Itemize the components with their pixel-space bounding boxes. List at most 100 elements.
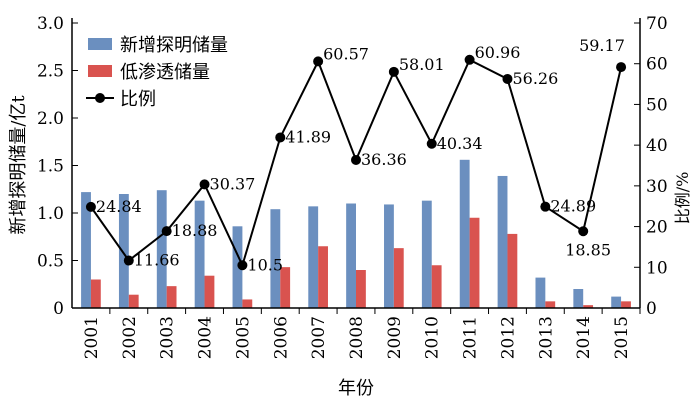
y2-tick-label: 0 xyxy=(646,299,657,319)
bar-low-permeability xyxy=(356,270,366,308)
ratio-data-label: 24.84 xyxy=(96,197,142,216)
ratio-point xyxy=(85,201,96,212)
legend-swatch xyxy=(88,65,112,77)
y-tick-label: 1.0 xyxy=(37,204,64,224)
x-tick-label: 2013 xyxy=(536,316,556,359)
bar-new-reserves xyxy=(573,289,584,308)
bar-low-permeability xyxy=(204,275,215,308)
bar-new-reserves xyxy=(611,296,622,308)
bar-low-permeability xyxy=(128,294,139,308)
x-axis-title: 年份 xyxy=(338,378,374,399)
x-tick-label: 2015 xyxy=(612,316,632,359)
ratio-point xyxy=(616,62,627,73)
ratio-data-label: 60.57 xyxy=(323,44,369,63)
y2-tick-label: 40 xyxy=(646,136,668,156)
x-tick-label: 2005 xyxy=(233,316,253,359)
legend-label: 低渗透储量 xyxy=(120,62,210,83)
ratio-point xyxy=(426,138,437,149)
ratio-data-label: 41.89 xyxy=(285,127,331,146)
legend-swatch xyxy=(88,38,112,50)
ratio-point xyxy=(502,73,513,84)
ratio-point xyxy=(313,56,324,67)
bar-low-permeability xyxy=(393,248,404,308)
y2-tick-label: 60 xyxy=(646,55,668,75)
legend-label: 比例 xyxy=(120,89,156,110)
bar-low-permeability xyxy=(90,279,101,308)
y-tick-label: 1.5 xyxy=(37,157,64,177)
ratio-point xyxy=(464,54,475,65)
x-tick-label: 2006 xyxy=(271,316,291,359)
ratio-data-label: 40.34 xyxy=(437,134,483,153)
ratio-point xyxy=(540,201,551,212)
ratio-data-label: 18.88 xyxy=(172,221,218,240)
ratio-point xyxy=(275,132,286,143)
bar-low-permeability xyxy=(166,286,177,308)
y-tick-label: 2.0 xyxy=(37,109,64,129)
bar-low-permeability xyxy=(545,301,556,308)
ratio-data-label: 18.85 xyxy=(565,240,611,259)
y-tick-label: 3.0 xyxy=(37,14,64,34)
ratio-data-label: 11.66 xyxy=(134,251,180,270)
y2-tick-label: 10 xyxy=(646,258,668,278)
bar-new-reserves xyxy=(270,209,281,308)
y2-tick-label: 50 xyxy=(646,95,668,115)
bar-new-reserves xyxy=(346,203,356,308)
x-tick-label: 2004 xyxy=(196,316,216,359)
x-tick-label: 2011 xyxy=(461,316,481,359)
bar-new-reserves xyxy=(384,204,394,308)
bar-low-permeability xyxy=(242,299,253,308)
bar-low-permeability xyxy=(469,217,480,308)
x-tick-label: 2012 xyxy=(498,316,518,359)
ratio-data-label: 60.96 xyxy=(475,43,521,62)
bar-low-permeability xyxy=(431,265,442,308)
bar-low-permeability xyxy=(583,305,594,308)
y-tick-label: 0 xyxy=(53,299,64,319)
y2-tick-label: 30 xyxy=(646,177,668,197)
x-tick-label: 2003 xyxy=(158,316,178,359)
bar-new-reserves xyxy=(459,159,470,308)
ratio-point xyxy=(351,154,361,165)
ratio-point xyxy=(161,226,172,237)
ratio-point xyxy=(578,226,589,237)
y2-tick-label: 70 xyxy=(646,14,668,34)
bar-new-reserves xyxy=(308,206,319,308)
x-tick-label: 2014 xyxy=(574,316,594,359)
ratio-point xyxy=(388,66,399,77)
ratio-point xyxy=(237,260,248,271)
x-tick-label: 2009 xyxy=(385,316,405,359)
y2-tick-label: 20 xyxy=(646,218,668,238)
y-tick-label: 2.5 xyxy=(37,62,64,82)
bar-new-reserves xyxy=(421,200,432,308)
y2-axis-title: 比例/% xyxy=(673,172,692,225)
legend-marker xyxy=(95,93,105,103)
ratio-data-label: 24.89 xyxy=(550,197,596,216)
bar-low-permeability xyxy=(507,233,518,308)
ratio-data-label: 59.17 xyxy=(579,36,625,55)
ratio-data-label: 58.01 xyxy=(399,55,445,74)
bar-low-permeability xyxy=(280,267,291,308)
y-axis-title: 新增探明储量/亿t xyxy=(8,95,29,235)
bar-new-reserves xyxy=(232,226,243,308)
bar-new-reserves xyxy=(156,190,167,308)
bar-new-reserves xyxy=(118,194,129,308)
ratio-point xyxy=(199,179,210,190)
ratio-data-label: 36.36 xyxy=(361,150,407,169)
x-tick-label: 2008 xyxy=(347,316,367,359)
x-tick-label: 2002 xyxy=(120,316,140,359)
y-tick-label: 0.5 xyxy=(37,252,64,272)
x-tick-label: 2010 xyxy=(423,316,443,359)
ratio-point xyxy=(123,255,134,266)
ratio-data-label: 30.37 xyxy=(210,174,256,193)
bar-low-permeability xyxy=(621,301,631,308)
ratio-data-label: 10.5 xyxy=(247,255,283,274)
bar-new-reserves xyxy=(194,200,205,308)
x-tick-label: 2007 xyxy=(309,316,329,359)
bar-new-reserves xyxy=(535,277,546,308)
bar-low-permeability xyxy=(318,246,328,308)
ratio-data-label: 56.26 xyxy=(512,69,558,88)
legend-label: 新增探明储量 xyxy=(120,35,228,56)
bar-new-reserves xyxy=(497,175,508,308)
x-tick-label: 2001 xyxy=(82,316,102,359)
